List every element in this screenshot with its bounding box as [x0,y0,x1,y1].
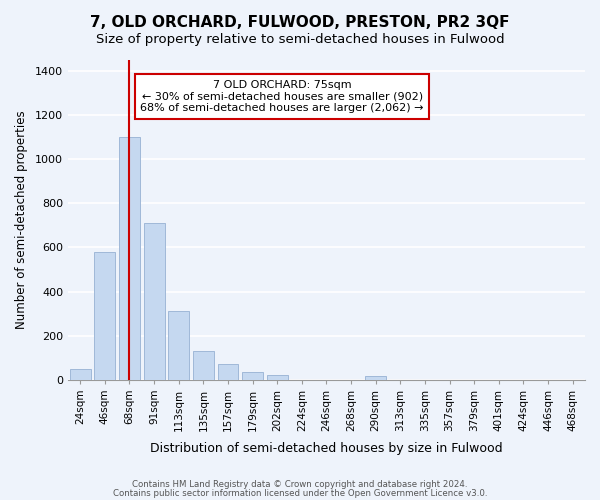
Bar [242,372,263,380]
Text: 7, OLD ORCHARD, FULWOOD, PRESTON, PR2 3QF: 7, OLD ORCHARD, FULWOOD, PRESTON, PR2 3Q… [90,15,510,30]
Bar [119,137,140,380]
Bar [193,351,214,380]
Text: Contains public sector information licensed under the Open Government Licence v3: Contains public sector information licen… [113,488,487,498]
Text: Size of property relative to semi-detached houses in Fulwood: Size of property relative to semi-detach… [95,32,505,46]
Bar [168,312,189,380]
Bar [143,223,164,380]
Bar [218,364,238,380]
Bar [70,368,91,380]
Text: 7 OLD ORCHARD: 75sqm
← 30% of semi-detached houses are smaller (902)
68% of semi: 7 OLD ORCHARD: 75sqm ← 30% of semi-detac… [140,80,424,113]
Bar [94,252,115,380]
Y-axis label: Number of semi-detached properties: Number of semi-detached properties [15,110,28,329]
X-axis label: Distribution of semi-detached houses by size in Fulwood: Distribution of semi-detached houses by … [150,442,503,455]
Bar [267,376,287,380]
Bar [365,376,386,380]
Text: Contains HM Land Registry data © Crown copyright and database right 2024.: Contains HM Land Registry data © Crown c… [132,480,468,489]
